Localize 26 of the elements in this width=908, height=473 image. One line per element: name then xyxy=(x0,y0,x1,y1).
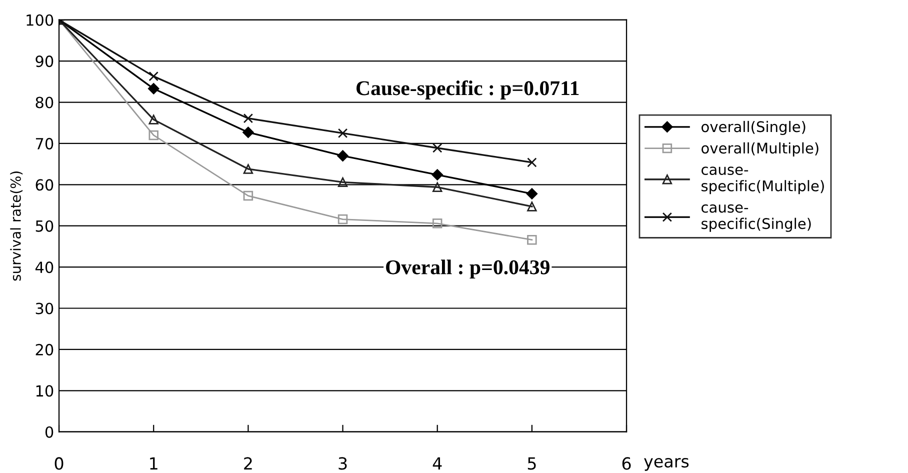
legend-label: overall(Multiple) xyxy=(702,142,818,156)
y-tick-label: 90 xyxy=(36,56,54,68)
y-tick-label: 100 xyxy=(26,14,54,26)
y-tick-label: 40 xyxy=(35,262,54,274)
y-tick-label: 30 xyxy=(36,302,54,314)
annotation: Overall : p=0.0439 xyxy=(386,260,550,279)
y-tick-label: 50 xyxy=(36,220,54,232)
x-tick-label: 1 xyxy=(150,457,158,470)
y-tick-label: 20 xyxy=(36,344,54,356)
y-tick-label: 0 xyxy=(45,426,54,438)
y-axis-title: survival rate(%) xyxy=(10,172,23,281)
x-tick-label: 3 xyxy=(338,457,347,470)
x-tick-label: 5 xyxy=(528,457,536,470)
x-tick-label: 4 xyxy=(432,457,442,470)
y-tick-label: 80 xyxy=(36,96,54,108)
y-tick-label: 60 xyxy=(36,179,54,191)
x-tick-label: 0 xyxy=(54,457,64,470)
legend-label: cause- specific(Multiple) xyxy=(702,166,824,194)
y-tick-label: 10 xyxy=(36,385,54,397)
x-tick-label: 2 xyxy=(244,457,252,470)
y-tick-label: 70 xyxy=(36,138,54,150)
legend-label: cause- specific(Single) xyxy=(702,204,811,232)
legend-label: overall(Single) xyxy=(702,120,806,136)
x-tick-label: 6 xyxy=(622,457,631,470)
x-axis-title: years xyxy=(644,458,689,471)
annotation: Cause-specific : p=0.0711 xyxy=(356,80,579,100)
